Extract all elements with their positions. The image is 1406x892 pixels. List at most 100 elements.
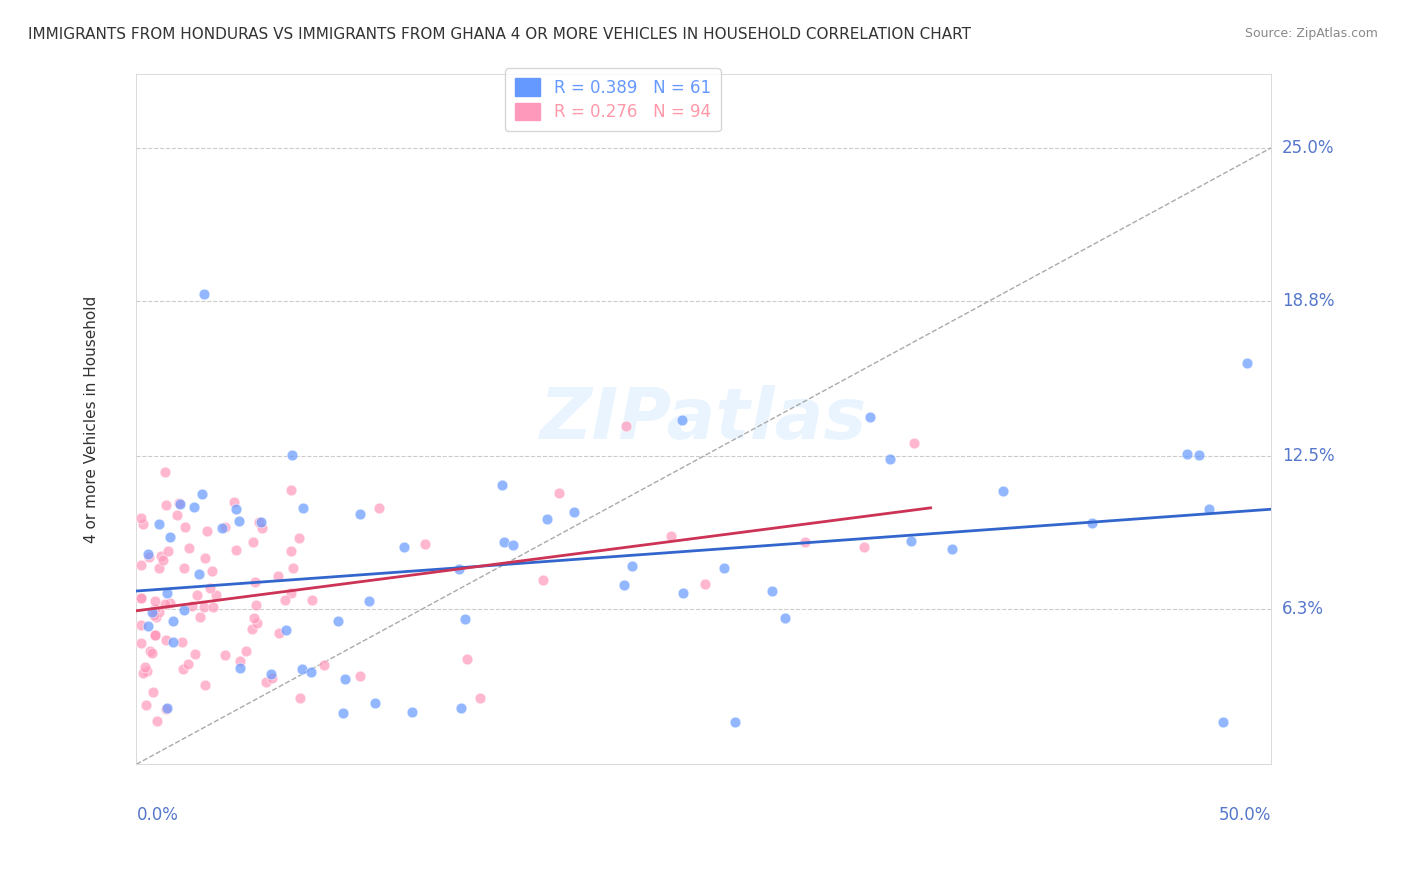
Point xyxy=(242,535,264,549)
Point xyxy=(332,706,354,721)
Text: 50.0%: 50.0% xyxy=(1219,805,1271,823)
Point xyxy=(454,612,477,626)
Text: 12.5%: 12.5% xyxy=(1282,447,1334,465)
Point xyxy=(191,487,214,501)
Point xyxy=(143,602,166,616)
Point xyxy=(449,562,471,576)
Point xyxy=(243,574,266,589)
Point xyxy=(235,644,257,658)
Point xyxy=(155,498,177,512)
Point xyxy=(1177,447,1199,461)
Point xyxy=(301,593,323,607)
Point xyxy=(148,605,170,619)
Point xyxy=(724,715,747,730)
Point xyxy=(941,541,963,556)
Point xyxy=(250,515,273,529)
Point xyxy=(713,561,735,575)
Point xyxy=(162,614,184,628)
Point xyxy=(214,648,236,663)
Point xyxy=(267,568,290,582)
Text: 6.3%: 6.3% xyxy=(1282,600,1324,618)
Point xyxy=(314,658,336,673)
Point xyxy=(139,644,162,658)
Point xyxy=(299,665,322,679)
Point xyxy=(201,565,224,579)
Point xyxy=(288,691,311,706)
Point xyxy=(1236,355,1258,369)
Point xyxy=(274,593,297,607)
Point xyxy=(775,611,797,625)
Point xyxy=(349,507,371,521)
Point xyxy=(225,501,247,516)
Point xyxy=(793,535,815,549)
Point xyxy=(156,701,179,715)
Point xyxy=(153,597,176,611)
Point xyxy=(562,505,585,519)
Point xyxy=(613,578,636,592)
Point xyxy=(186,588,208,602)
Legend: R = 0.389   N = 61, R = 0.276   N = 94: R = 0.389 N = 61, R = 0.276 N = 94 xyxy=(505,69,721,131)
Point xyxy=(172,662,194,676)
Point xyxy=(1081,516,1104,530)
Point xyxy=(671,413,693,427)
Point xyxy=(349,669,371,683)
Text: 25.0%: 25.0% xyxy=(1282,139,1334,157)
Point xyxy=(1188,448,1211,462)
Point xyxy=(194,678,217,692)
Point xyxy=(693,577,716,591)
Point xyxy=(153,466,176,480)
Point xyxy=(177,657,200,672)
Point xyxy=(187,567,209,582)
Point xyxy=(190,610,212,624)
Point xyxy=(536,512,558,526)
Point xyxy=(240,622,263,636)
Point xyxy=(413,537,436,551)
Point xyxy=(136,619,159,633)
Point xyxy=(229,661,252,675)
Point xyxy=(1212,715,1234,730)
Point xyxy=(250,521,273,535)
Point xyxy=(900,534,922,549)
Point xyxy=(260,667,283,681)
Point xyxy=(198,581,221,595)
Point xyxy=(143,628,166,642)
Point xyxy=(152,553,174,567)
Point xyxy=(859,410,882,425)
Point xyxy=(129,617,152,632)
Point xyxy=(141,606,163,620)
Point xyxy=(228,654,250,668)
Point xyxy=(166,508,188,522)
Point xyxy=(291,662,314,676)
Point xyxy=(292,500,315,515)
Point xyxy=(280,586,302,600)
Point xyxy=(169,497,191,511)
Point xyxy=(143,594,166,608)
Point xyxy=(193,599,215,614)
Point xyxy=(245,599,267,613)
Point xyxy=(132,666,155,681)
Point xyxy=(853,540,876,554)
Point xyxy=(183,500,205,515)
Point xyxy=(456,651,478,665)
Point xyxy=(155,702,177,716)
Point xyxy=(184,647,207,661)
Point xyxy=(531,573,554,587)
Point xyxy=(359,593,381,607)
Point xyxy=(202,600,225,615)
Point xyxy=(470,691,492,706)
Point xyxy=(280,483,302,497)
Point xyxy=(364,696,387,710)
Point xyxy=(180,599,202,614)
Point xyxy=(172,635,194,649)
Point xyxy=(129,511,152,525)
Point xyxy=(162,634,184,648)
Point xyxy=(155,633,177,648)
Point xyxy=(142,607,165,622)
Text: 18.8%: 18.8% xyxy=(1282,292,1334,310)
Point xyxy=(491,478,513,492)
Point xyxy=(193,287,215,301)
Point xyxy=(368,500,391,515)
Point xyxy=(547,486,569,500)
Point xyxy=(143,628,166,642)
Point xyxy=(1198,502,1220,516)
